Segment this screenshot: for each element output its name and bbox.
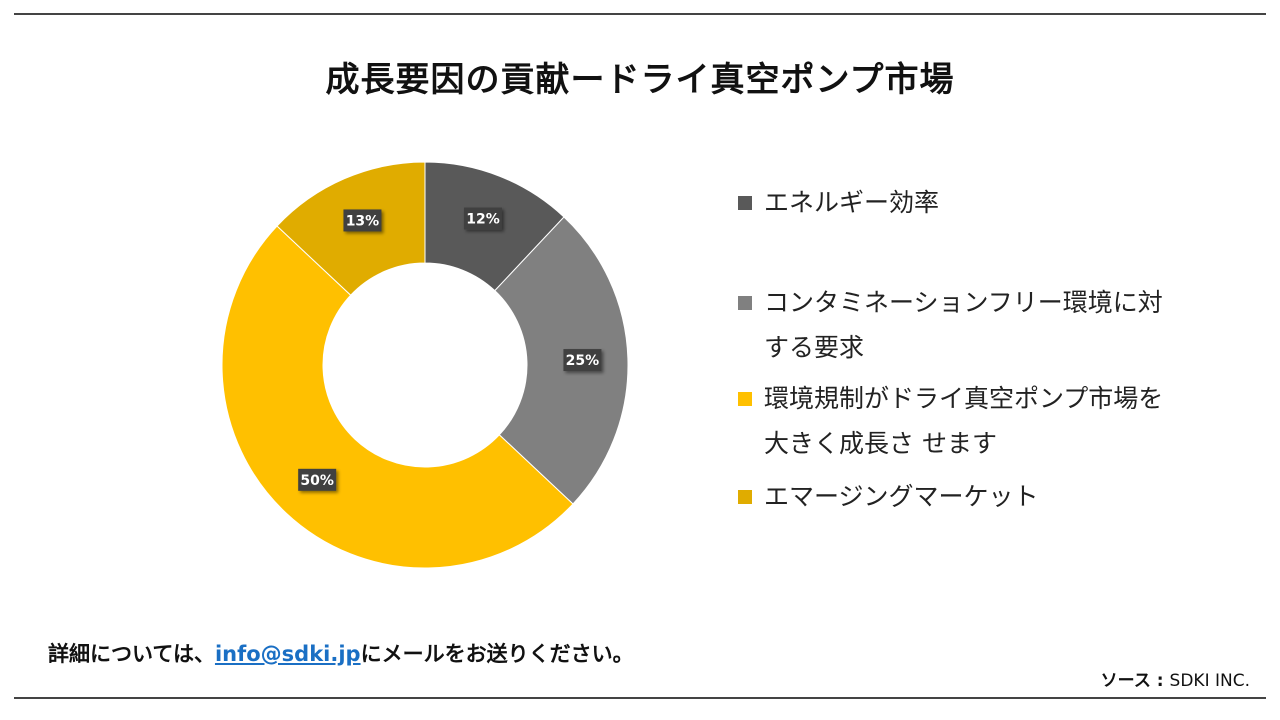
source-label: ソース : xyxy=(1100,671,1164,691)
legend-item-environmental-regulation: 環境規制がドライ真空ポンプ市場を大きく成長さ せます xyxy=(738,376,1184,466)
donut-slice-1 xyxy=(494,216,629,505)
data-label-3: 13% xyxy=(343,209,382,232)
source-credit: ソース : SDKI INC. xyxy=(1101,666,1250,691)
legend-swatch-2 xyxy=(738,392,752,406)
data-label-text-0: 12% xyxy=(466,212,500,228)
legend-item-energy-efficiency: エネルギー効率 xyxy=(738,180,1208,225)
data-label-0: 12% xyxy=(463,207,502,230)
donut-chart: 12% 25% 50% 13% xyxy=(221,161,629,569)
legend-label: 環境規制がドライ真空ポンプ市場を大きく成長さ せます xyxy=(764,384,1164,458)
legend-swatch-0 xyxy=(738,196,752,210)
source-value: SDKI INC. xyxy=(1169,671,1250,691)
contact-note-prefix: 詳細については、 xyxy=(48,642,215,666)
data-label-text-3: 13% xyxy=(346,213,380,229)
legend-swatch-1 xyxy=(738,296,752,310)
legend-swatch-3 xyxy=(738,490,752,504)
contact-note: 詳細については、info@sdki.jpにメールをお送りください。 xyxy=(48,638,634,668)
data-label-text-2: 50% xyxy=(300,473,334,489)
chart-title: 成長要因の貢献ードライ真空ポンプ市場 xyxy=(325,60,955,100)
legend-label: エネルギー効率 xyxy=(764,188,940,217)
chart-legend: エネルギー効率 コンタミネーションフリー環境に対する要求 環境規制がドライ真空ポ… xyxy=(738,180,1208,519)
legend-item-contamination-free: コンタミネーションフリー環境に対する要求 xyxy=(738,280,1184,370)
legend-item-emerging-market: エマージングマーケット xyxy=(738,474,1208,519)
legend-label: コンタミネーションフリー環境に対する要求 xyxy=(764,288,1163,362)
bottom-divider xyxy=(14,697,1266,699)
data-label-2: 50% xyxy=(298,468,337,491)
contact-email-link[interactable]: info@sdki.jp xyxy=(214,642,361,666)
top-divider xyxy=(14,13,1266,15)
contact-note-suffix: にメールをお送りください。 xyxy=(360,642,634,666)
data-label-1: 25% xyxy=(563,349,602,372)
legend-label: エマージングマーケット xyxy=(764,482,1039,511)
data-label-text-1: 25% xyxy=(566,353,600,369)
